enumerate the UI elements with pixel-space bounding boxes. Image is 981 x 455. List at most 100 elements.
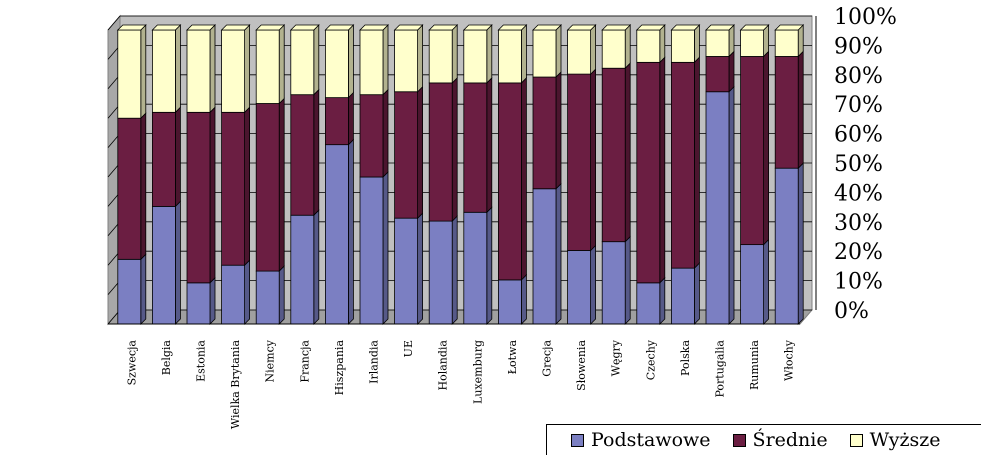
bar-side-czechy-srednie xyxy=(659,56,666,284)
bar-lotwa-srednie xyxy=(497,82,522,281)
bar-top-wielka-brytania xyxy=(220,24,251,31)
x-tick-label-polska: Polska xyxy=(679,340,692,376)
bar-side-szwecja-podstawowe xyxy=(140,253,147,325)
bar-grecja-podstawowe xyxy=(532,188,557,325)
bar-side-estonia-wyzsze xyxy=(209,24,216,114)
bar-wegry-wyzsze xyxy=(601,29,626,69)
bar-rumunia-srednie xyxy=(740,56,764,246)
bar-top-wlochy xyxy=(774,24,805,31)
bar-belgia-podstawowe xyxy=(151,205,176,325)
bar-hiszpania-wyzsze xyxy=(324,29,349,99)
bar-wegry-podstawowe xyxy=(601,241,626,325)
bar-side-rumunia-srednie xyxy=(763,50,769,246)
bar-niemcy-podstawowe xyxy=(255,270,280,325)
bar-ue-wyzsze xyxy=(394,29,419,93)
bar-side-wielka-brytania-podstawowe xyxy=(244,259,251,325)
bar-top-irlandia xyxy=(359,24,389,31)
x-tick-label-szwecja: Szwecja xyxy=(125,340,138,386)
bar-side-lotwa-srednie xyxy=(521,76,527,281)
bar-side-wlochy-podstawowe xyxy=(797,162,804,325)
bar-side-holandia-podstawowe xyxy=(451,215,458,325)
bar-side-belgia-srednie xyxy=(174,106,181,208)
x-tick-label-rumunia: Rumunia xyxy=(748,340,761,390)
bar-francja-wyzsze xyxy=(290,29,315,96)
legend-item-podstawowe: Podstawowe xyxy=(571,429,711,451)
bar-top-grecja xyxy=(532,24,562,31)
x-tick-label-wlochy: Włochy xyxy=(783,339,796,381)
y-tick-label: 80% xyxy=(834,64,883,89)
bar-top-portugalia xyxy=(705,24,735,31)
bar-luxemburg-podstawowe xyxy=(463,211,488,325)
bar-side-slowenia-srednie xyxy=(590,68,596,252)
bar-side-polska-srednie xyxy=(694,56,700,270)
y-tick-label: 0% xyxy=(834,299,869,324)
legend-item-srednie: Średnie xyxy=(732,429,828,451)
bar-side-wegry-srednie xyxy=(624,62,631,243)
bar-francja-srednie xyxy=(290,94,315,216)
bar-side-portugalia-srednie xyxy=(728,50,735,93)
bar-top-luxemburg xyxy=(462,24,493,31)
bar-side-francja-wyzsze xyxy=(313,24,320,96)
bar-wielka-brytania-podstawowe xyxy=(221,264,246,325)
bar-hiszpania-podstawowe xyxy=(324,144,349,325)
bar-side-belgia-wyzsze xyxy=(174,24,181,114)
bar-side-niemcy-srednie xyxy=(278,97,285,273)
bar-side-slowenia-podstawowe xyxy=(590,244,596,325)
x-tick-label-lotwa: Łotwa xyxy=(506,340,519,375)
bar-side-irlandia-podstawowe xyxy=(382,171,389,325)
x-tick-label-luxemburg: Luxemburg xyxy=(471,340,484,404)
bar-side-wlochy-srednie xyxy=(797,50,804,170)
y-tick-label: 40% xyxy=(834,181,883,206)
x-tick-label-wegry: Węgry xyxy=(610,339,623,376)
bar-niemcy-srednie xyxy=(255,103,280,272)
bar-side-estonia-srednie xyxy=(209,106,216,284)
bar-top-niemcy xyxy=(255,24,286,31)
bar-side-irlandia-wyzsze xyxy=(382,24,389,96)
bar-side-polska-wyzsze xyxy=(694,24,700,64)
bar-slowenia-wyzsze xyxy=(567,29,591,75)
bar-side-estonia-podstawowe xyxy=(209,276,216,325)
bar-side-czechy-podstawowe xyxy=(659,276,666,325)
bar-wielka-brytania-wyzsze xyxy=(221,29,246,113)
bar-wlochy-wyzsze xyxy=(774,29,799,57)
legend-label-wyzsze: Wyższe xyxy=(869,429,941,451)
bar-side-grecja-wyzsze xyxy=(555,24,562,79)
bar-side-luxemburg-srednie xyxy=(486,76,493,214)
bar-top-slowenia xyxy=(566,24,597,31)
bar-wlochy-srednie xyxy=(774,56,799,169)
bar-top-hiszpania xyxy=(324,24,355,31)
legend-label-podstawowe: Podstawowe xyxy=(591,429,711,451)
bar-rumunia-wyzsze xyxy=(740,29,764,57)
x-tick-label-irlandia: Irlandia xyxy=(368,340,381,384)
bar-ue-srednie xyxy=(394,91,419,219)
bar-estonia-srednie xyxy=(186,111,211,284)
bar-top-estonia xyxy=(186,24,216,31)
y-tick-label: 100% xyxy=(834,5,897,30)
bar-holandia-podstawowe xyxy=(428,220,453,325)
y-tick-label: 30% xyxy=(834,211,883,236)
bar-czechy-wyzsze xyxy=(636,29,661,63)
bar-side-francja-podstawowe xyxy=(313,209,320,325)
legend-label-srednie: Średnie xyxy=(752,429,828,451)
bar-irlandia-wyzsze xyxy=(359,29,384,96)
bar-estonia-podstawowe xyxy=(186,282,211,325)
bar-top-wegry xyxy=(601,24,632,31)
bar-irlandia-podstawowe xyxy=(359,176,384,325)
bar-side-luxemburg-wyzsze xyxy=(486,24,493,84)
bar-polska-wyzsze xyxy=(671,29,695,63)
bar-side-niemcy-podstawowe xyxy=(278,265,285,325)
bar-side-wegry-podstawowe xyxy=(624,235,631,325)
y-tick-label: 70% xyxy=(834,93,883,118)
bar-czechy-srednie xyxy=(636,61,661,284)
bar-side-francja-srednie xyxy=(313,88,320,217)
bar-side-niemcy-wyzsze xyxy=(278,24,285,105)
x-tick-label-wielka-brytania: Wielka Brytania xyxy=(229,340,242,430)
bar-irlandia-srednie xyxy=(359,94,384,178)
x-tick-label-holandia: Holandia xyxy=(437,340,450,391)
bar-top-polska xyxy=(670,24,701,31)
bar-slowenia-podstawowe xyxy=(567,250,591,325)
bar-side-holandia-srednie xyxy=(451,76,458,223)
bar-side-hiszpania-podstawowe xyxy=(347,138,354,325)
y-tick-label: 60% xyxy=(834,123,883,148)
